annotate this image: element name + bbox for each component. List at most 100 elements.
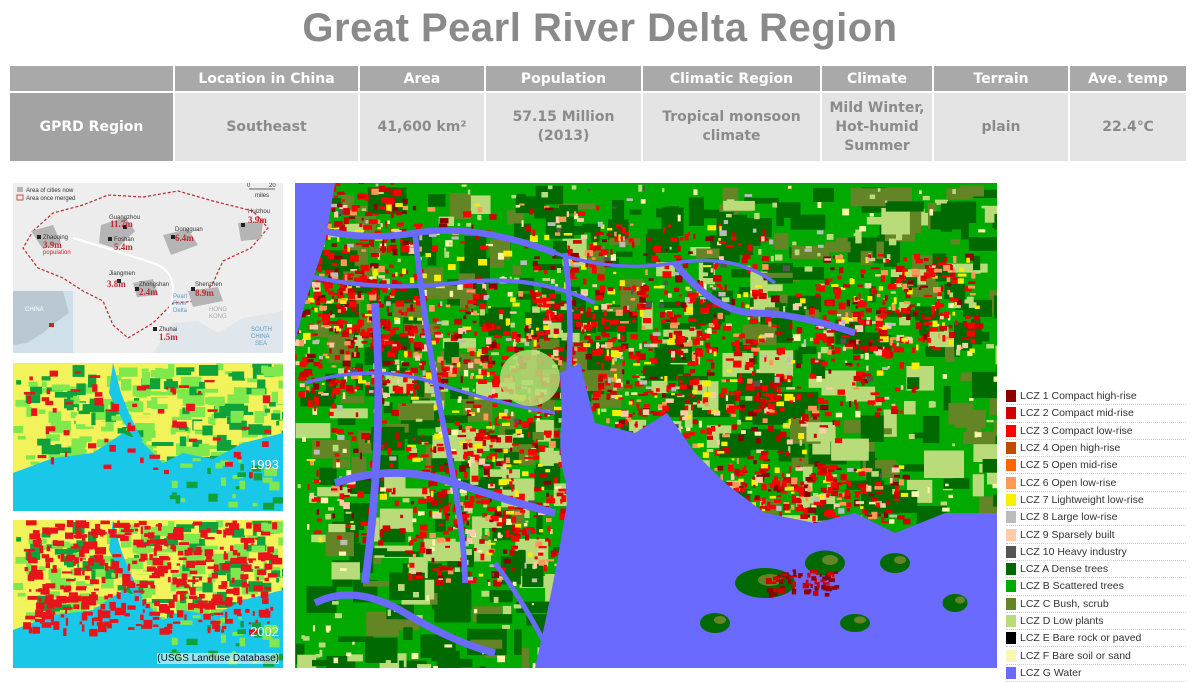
header-climatic-region: Climatic Region xyxy=(642,65,821,92)
legend-swatch xyxy=(1006,667,1016,679)
svg-text:8.9m: 8.9m xyxy=(195,288,214,298)
svg-text:6.4m: 6.4m xyxy=(175,233,194,243)
legend-swatch xyxy=(1006,580,1016,592)
legend-swatch xyxy=(1006,425,1016,437)
table-row: GPRD Region Southeast 41,600 km² 57.15 M… xyxy=(9,92,1187,162)
header-population: Population xyxy=(485,65,642,92)
header-terrain: Terrain xyxy=(933,65,1069,92)
legend-swatch xyxy=(1006,494,1016,506)
legend-swatch xyxy=(1006,477,1016,489)
legend-label: LCZ D Low plants xyxy=(1020,615,1103,627)
lcz-classification-map xyxy=(295,183,997,668)
inset-location-map: Area of cities now Area once merged 0 20… xyxy=(13,183,283,353)
source-label: (USGS Landuse Database) xyxy=(157,653,279,664)
region-info-table: Location in China Area Population Climat… xyxy=(8,64,1188,163)
legend-label: LCZ A Dense trees xyxy=(1020,563,1108,575)
legend-label: LCZ 10 Heavy industry xyxy=(1020,546,1127,558)
legend-label: LCZ 6 Open low-rise xyxy=(1020,477,1116,489)
legend-item: LCZ 5 Open mid-rise xyxy=(1006,457,1186,474)
legend-label: LCZ 4 Open high-rise xyxy=(1020,442,1120,454)
legend-label: LCZ 5 Open mid-rise xyxy=(1020,459,1117,471)
header-area: Area xyxy=(359,65,485,92)
legend-swatch xyxy=(1006,546,1016,558)
legend-item: LCZ B Scattered trees xyxy=(1006,578,1186,595)
lcz-legend: LCZ 1 Compact high-rise LCZ 2 Compact mid… xyxy=(1006,388,1186,682)
hk-label-1: HONG xyxy=(209,307,227,313)
svg-text:1.5m: 1.5m xyxy=(159,332,178,342)
legend-item: LCZ 2 Compact mid-rise xyxy=(1006,405,1186,422)
legend-item: LCZ 3 Compact low-rise xyxy=(1006,423,1186,440)
cell-location: Southeast xyxy=(174,92,359,162)
row-label: GPRD Region xyxy=(9,92,174,162)
svg-text:3.9m: 3.9m xyxy=(43,240,62,250)
legend-item: LCZ E Bare rock or paved xyxy=(1006,630,1186,647)
legend-item: LCZ 6 Open low-rise xyxy=(1006,474,1186,491)
inset-legend-merged: Area once merged xyxy=(26,196,75,202)
legend-swatch xyxy=(1006,650,1016,662)
landuse-map-2002: 2002 (USGS Landuse Database) xyxy=(13,520,283,668)
year-label-1993: 1993 xyxy=(250,457,279,472)
cell-terrain: plain xyxy=(933,92,1069,162)
legend-swatch xyxy=(1006,390,1016,402)
hk-label-2: KONG xyxy=(209,314,227,320)
legend-swatch xyxy=(1006,632,1016,644)
cell-climatic-region: Tropical monsoon climate xyxy=(642,92,821,162)
legend-item: LCZ 1 Compact high-rise xyxy=(1006,388,1186,405)
river-label-3: Delta xyxy=(173,308,188,314)
legend-swatch xyxy=(1006,615,1016,627)
legend-label: LCZ B Scattered trees xyxy=(1020,580,1124,592)
legend-label: LCZ C Bush, scrub xyxy=(1020,598,1109,610)
sea-label-3: SEA xyxy=(255,341,267,347)
sea-label-1: SOUTH xyxy=(251,327,272,333)
legend-label: LCZ 8 Large low-rise xyxy=(1020,511,1117,523)
svg-text:5.4m: 5.4m xyxy=(114,242,133,252)
scale-unit: miles xyxy=(255,193,269,199)
sea-label-2: CHINA xyxy=(251,334,270,340)
legend-item: LCZ 7 Lightweight low-rise xyxy=(1006,492,1186,509)
svg-text:11.7m: 11.7m xyxy=(110,219,133,229)
cell-population: 57.15 Million (2013) xyxy=(485,92,642,162)
legend-swatch xyxy=(1006,563,1016,575)
legend-label: LCZ 3 Compact low-rise xyxy=(1020,425,1133,437)
china-mini-inset: CHINA xyxy=(13,291,73,353)
legend-label: LCZ 7 Lightweight low-rise xyxy=(1020,494,1144,506)
legend-item: LCZ F Bare soil or sand xyxy=(1006,647,1186,664)
svg-text:2.4m: 2.4m xyxy=(139,287,158,297)
legend-item: LCZ D Low plants xyxy=(1006,613,1186,630)
svg-text:3.9m: 3.9m xyxy=(248,215,267,225)
legend-item: LCZ 8 Large low-rise xyxy=(1006,509,1186,526)
legend-label: LCZ G Water xyxy=(1020,667,1081,679)
cell-climate: Mild Winter, Hot-humid Summer xyxy=(821,92,933,162)
year-label-2002: 2002 xyxy=(250,624,279,639)
page-title: Great Pearl River Delta Region xyxy=(0,6,1200,51)
legend-swatch xyxy=(1006,459,1016,471)
table-corner-cell xyxy=(9,65,174,92)
legend-swatch xyxy=(1006,407,1016,419)
svg-text:population: population xyxy=(43,250,71,256)
legend-item: LCZ C Bush, scrub xyxy=(1006,596,1186,613)
cell-area: 41,600 km² xyxy=(359,92,485,162)
legend-label: LCZ 9 Sparsely built xyxy=(1020,529,1115,541)
legend-item: LCZ 4 Open high-rise xyxy=(1006,440,1186,457)
legend-label: LCZ 1 Compact high-rise xyxy=(1020,390,1137,402)
header-location: Location in China xyxy=(174,65,359,92)
landuse-map-1993: 1993 xyxy=(13,363,283,511)
china-label: CHINA xyxy=(25,307,44,313)
legend-label: LCZ E Bare rock or paved xyxy=(1020,632,1141,644)
legend-swatch xyxy=(1006,442,1016,454)
svg-text:3.8m: 3.8m xyxy=(107,279,126,289)
legend-label: LCZ 2 Compact mid-rise xyxy=(1020,407,1134,419)
header-climate: Climate xyxy=(821,65,933,92)
legend-item: LCZ 9 Sparsely built xyxy=(1006,526,1186,543)
river-label-1: Pearl xyxy=(173,294,187,300)
scale-20: 20 xyxy=(269,183,276,189)
legend-swatch xyxy=(1006,598,1016,610)
legend-item: LCZ G Water xyxy=(1006,665,1186,682)
legend-label: LCZ F Bare soil or sand xyxy=(1020,650,1131,662)
legend-item: LCZ 10 Heavy industry xyxy=(1006,544,1186,561)
header-ave-temp: Ave. temp xyxy=(1069,65,1187,92)
legend-item: LCZ A Dense trees xyxy=(1006,561,1186,578)
cell-ave-temp: 22.4℃ xyxy=(1069,92,1187,162)
svg-text:Jiangmen: Jiangmen xyxy=(109,271,135,277)
legend-swatch xyxy=(1006,511,1016,523)
